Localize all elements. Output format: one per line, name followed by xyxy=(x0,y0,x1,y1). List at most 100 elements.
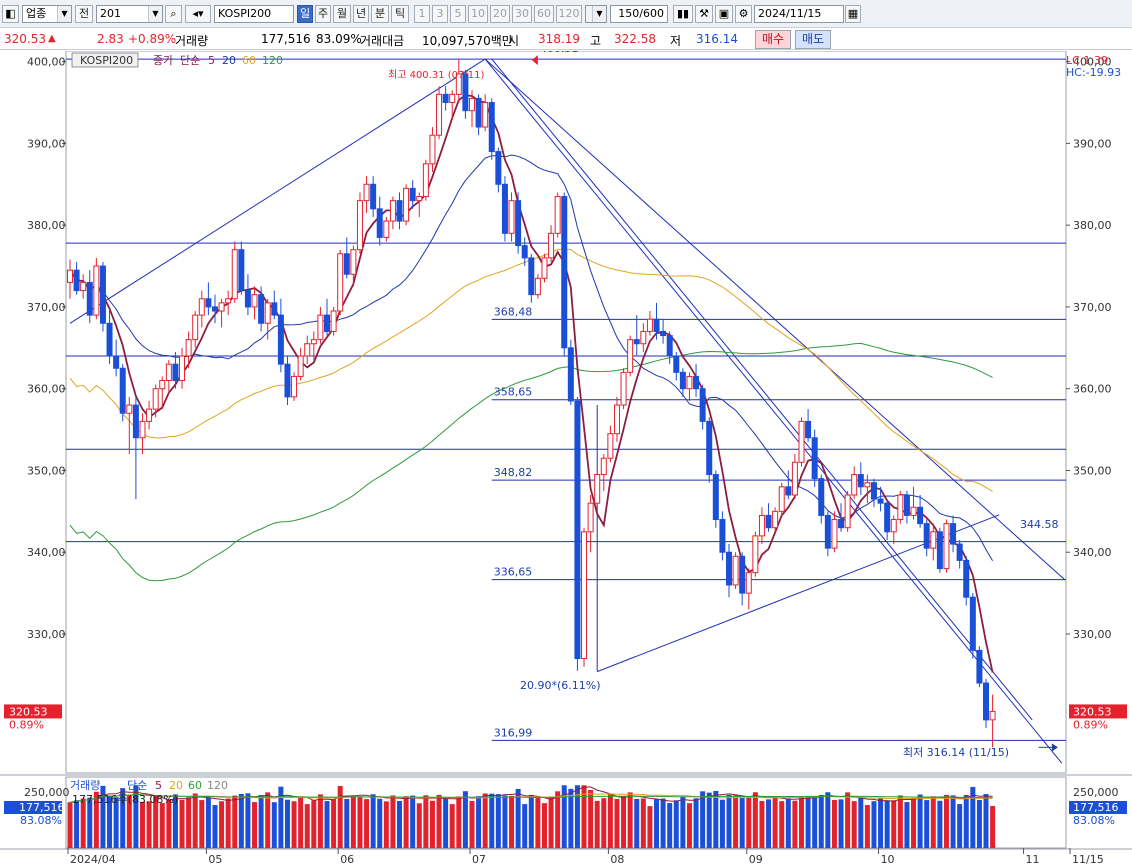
tools-icon[interactable]: ⚒ xyxy=(695,5,713,23)
candle-body xyxy=(304,343,311,357)
candle-body xyxy=(251,294,258,308)
interval-20-button[interactable]: 20 xyxy=(490,5,510,23)
volume-bar xyxy=(456,796,462,848)
count-field[interactable]: 150/600 xyxy=(610,5,668,23)
x-tick-label: 05 xyxy=(208,853,222,866)
candle-body xyxy=(989,710,996,721)
candle-body xyxy=(330,310,337,332)
volume-bar xyxy=(528,794,534,848)
volume-bar xyxy=(713,790,719,848)
period-day-tab[interactable]: 일 xyxy=(297,5,313,23)
interval-custom-select[interactable]: ▼ xyxy=(585,5,607,23)
volume-bar xyxy=(126,794,132,848)
volume-bar xyxy=(205,797,211,848)
candle-body xyxy=(890,519,897,533)
candle-body xyxy=(679,371,686,390)
interval-60-button[interactable]: 60 xyxy=(534,5,554,23)
candle-body xyxy=(185,339,192,357)
price-chart[interactable]: 400,00 400,00 390,00 390,00 380,00 380,00 370,… xyxy=(0,51,1132,868)
window-menu-icon[interactable]: ◧ xyxy=(2,5,19,23)
volume-bar xyxy=(245,793,251,848)
period-minute-tab[interactable]: 분 xyxy=(371,5,389,23)
code-input[interactable]: 201 ▼ xyxy=(96,5,163,23)
volume-bar xyxy=(219,801,225,848)
legend-title-box xyxy=(71,52,139,68)
gear-icon[interactable]: ⚙ xyxy=(735,5,752,23)
candle-type-icon[interactable]: ▮▮ xyxy=(673,5,693,23)
volume-ratio: 83.09% xyxy=(316,32,362,46)
volume-bar xyxy=(232,795,238,848)
interval-30-button[interactable]: 30 xyxy=(512,5,532,23)
ma20-line xyxy=(69,154,994,562)
date-field-value: 2024/11/15 xyxy=(758,7,822,20)
candle-body xyxy=(930,531,937,549)
volume-bar xyxy=(377,798,383,848)
candle-body xyxy=(356,200,363,251)
candle-body xyxy=(726,551,732,586)
candle-body xyxy=(831,519,838,549)
candle-body xyxy=(67,269,73,283)
interval-3-button[interactable]: 3 xyxy=(432,5,448,23)
volume-current-label: 177,516주(83.08%) xyxy=(72,793,178,806)
period-week-tab[interactable]: 주 xyxy=(315,5,331,23)
interval-120-button[interactable]: 120 xyxy=(556,5,582,23)
volume-bar xyxy=(686,803,692,848)
volume-bar xyxy=(581,785,587,848)
fibonacci-level-label: 368,48 xyxy=(494,305,533,318)
period-month-tab[interactable]: 월 xyxy=(333,5,351,23)
search-icon[interactable]: ⌕ xyxy=(165,5,182,23)
interval-10-button[interactable]: 10 xyxy=(468,5,488,23)
volume-bar xyxy=(871,801,877,848)
y-tick-label-right: 350,00 xyxy=(1073,464,1112,477)
volume-bar xyxy=(673,800,679,848)
x-tick-label: 2024/04 xyxy=(70,853,116,866)
volume-legend-ma60: 60 xyxy=(188,779,202,792)
last-price-badge-right xyxy=(1069,704,1127,719)
market-select[interactable]: 업종 ▼ xyxy=(22,5,72,23)
volume-bar xyxy=(548,797,554,848)
volume-bar xyxy=(80,798,86,848)
candle-body xyxy=(870,482,877,500)
trend-lines xyxy=(69,55,1066,764)
candle-body xyxy=(646,318,653,332)
index-name-field[interactable]: KOSPI200 xyxy=(214,5,294,23)
volume-bar xyxy=(515,788,521,848)
candle-body xyxy=(910,506,917,516)
volume-bar xyxy=(812,796,818,848)
sell-button[interactable]: 매도 xyxy=(795,30,831,49)
volume-bar xyxy=(568,788,574,848)
volume-last-value-left: 177,516 xyxy=(19,801,65,814)
volume-bar xyxy=(864,805,870,848)
volume-bar xyxy=(970,786,976,848)
y-tick-label-left: 400,00 xyxy=(27,56,66,69)
candle-body xyxy=(277,314,284,365)
candle-body xyxy=(317,314,324,341)
buy-button[interactable]: 매수 xyxy=(755,30,791,49)
volume-bar xyxy=(179,799,185,848)
volume-bar xyxy=(785,798,791,848)
y-tick-label-right: 390,00 xyxy=(1073,137,1112,150)
candle-body xyxy=(297,355,304,377)
date-field[interactable]: 2024/11/15 xyxy=(754,5,844,23)
last-price-badge-left xyxy=(4,704,62,719)
open-label: 시 xyxy=(508,34,520,48)
volume-bar xyxy=(390,795,396,848)
downtrend-line-inner xyxy=(491,58,1033,721)
candle-body xyxy=(745,572,752,594)
chart-grid: 400,00 400,00 390,00 390,00 380,00 380,00 370,… xyxy=(27,56,1112,866)
y-tick-label-right: 380,00 xyxy=(1073,219,1112,232)
period-tick-tab[interactable]: 틱 xyxy=(391,5,409,23)
period-year-tab[interactable]: 년 xyxy=(353,5,369,23)
candle-body xyxy=(192,314,199,341)
volume-bar xyxy=(397,801,402,848)
candle-body xyxy=(594,474,601,504)
save-icon[interactable]: ▣ xyxy=(715,5,733,23)
calendar-icon[interactable]: ▦ xyxy=(845,5,861,23)
interval-1-button[interactable]: 1 xyxy=(414,5,430,23)
interval-5-button[interactable]: 5 xyxy=(450,5,466,23)
chevron-down-icon: ▼ xyxy=(592,6,606,22)
volume-bar xyxy=(614,798,620,848)
speaker-icon[interactable]: ◂▾ xyxy=(185,5,211,23)
prev-button[interactable]: 전 xyxy=(75,5,93,23)
chart-legend: KOSPI200 종가 단순 5 20 60 120 xyxy=(71,52,283,68)
